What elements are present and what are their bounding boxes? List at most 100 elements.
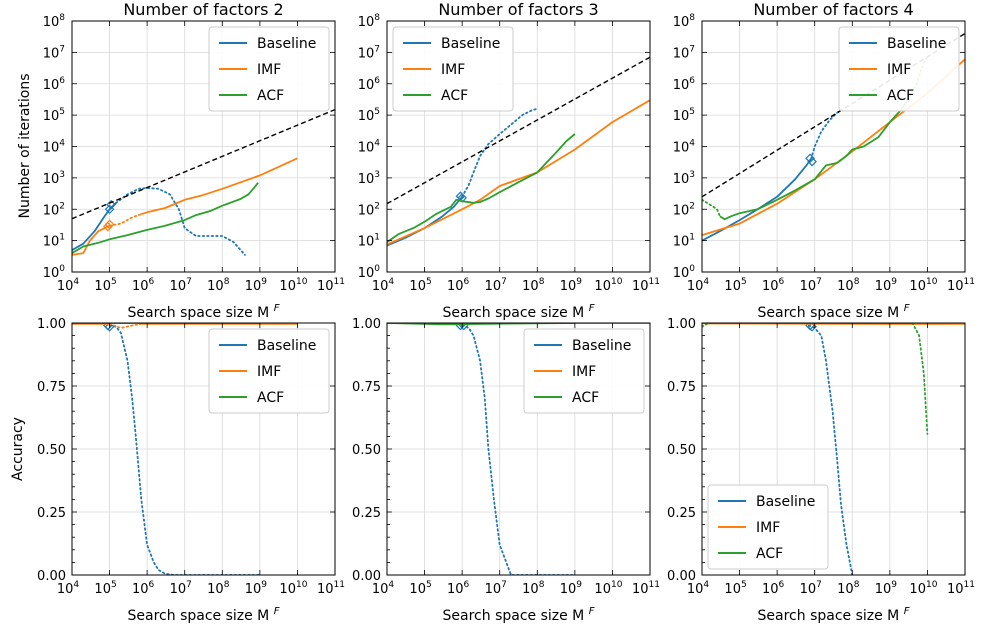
y-tick-label: 102 <box>43 201 65 218</box>
x-label: Search space size M F <box>758 606 910 624</box>
legend-label-acf: ACF <box>887 88 914 104</box>
y-tick-label: 1.00 <box>37 317 66 332</box>
y-tick-label: 0.25 <box>352 506 381 521</box>
x-label-sup: F <box>274 303 280 314</box>
y-tick-label: 108 <box>43 13 66 30</box>
legend-label-imf: IMF <box>257 364 281 380</box>
legend-label-baseline: Baseline <box>756 494 815 510</box>
x-label: Search space size M F <box>758 303 910 321</box>
baseline-marker <box>805 153 815 164</box>
y-tick-label: 105 <box>358 107 380 124</box>
y-tick-label: 0.50 <box>667 443 696 458</box>
legend-label-acf: ACF <box>257 390 284 406</box>
baseline-dotted-line <box>108 186 246 256</box>
ticks <box>71 20 336 273</box>
baseline-line <box>702 158 812 242</box>
y-tick-label: 0.75 <box>352 380 381 395</box>
x-tick-label: 107 <box>170 580 192 597</box>
ticks <box>71 322 336 576</box>
baseline-dotted-line <box>461 107 539 198</box>
legend-label-acf: ACF <box>756 546 783 562</box>
baseline-marker <box>807 156 817 167</box>
x-tick-label: 108 <box>207 580 230 597</box>
x-label-main: Search space size M <box>128 305 274 321</box>
y-tick-label: 102 <box>673 201 695 218</box>
acf-line <box>72 182 259 254</box>
x-tick-label: 107 <box>170 277 192 294</box>
x-label: Search space size M F <box>443 606 595 624</box>
x-label-main: Search space size M <box>758 305 904 321</box>
y-tick-label: 0.50 <box>37 443 66 458</box>
ticks <box>386 20 651 273</box>
x-label-sup: F <box>904 606 910 617</box>
panel-6: 104 105 106 107 108 109 1010 1011 0.00 0.25 0.50 0.… <box>667 317 975 624</box>
x-tick-label: 104 <box>57 580 80 597</box>
x-tick-label: 1010 <box>594 580 622 597</box>
legend-box <box>523 328 645 414</box>
x-tick-label: 106 <box>447 580 470 597</box>
legend-label-baseline: Baseline <box>257 36 316 52</box>
panel-2: 104 105 106 107 108 109 1010 1011 100 101 102 103 10… <box>358 0 660 321</box>
panel-1: 104 105 106 107 108 109 1010 1011 100 101 102 103 10… <box>43 0 345 321</box>
y-tick-label: 101 <box>43 233 65 250</box>
x-tick-label: 108 <box>837 277 860 294</box>
imf-marker <box>104 219 115 230</box>
x-tick-label: 109 <box>875 580 898 597</box>
legend-box <box>838 26 960 112</box>
legend: Baseline IMF ACF <box>838 26 960 112</box>
imf-dotted-line <box>108 323 143 329</box>
x-tick-label: 105 <box>409 580 431 597</box>
x-tick-label: 106 <box>132 277 155 294</box>
y-tick-label: 106 <box>673 76 696 93</box>
x-tick-label: 108 <box>522 580 545 597</box>
y-tick-label: 107 <box>358 44 380 61</box>
x-tick-label: 106 <box>762 580 785 597</box>
x-tick-label: 104 <box>372 277 395 294</box>
x-tick-label: 1010 <box>909 277 937 294</box>
imf-line <box>141 157 298 215</box>
x-tick-label: 104 <box>372 580 395 597</box>
x-tick-label: 108 <box>522 277 545 294</box>
ticks <box>701 20 966 273</box>
x-tick-label: 109 <box>875 277 898 294</box>
plot-area <box>387 56 650 247</box>
x-tick-label: 106 <box>762 277 785 294</box>
plot-area <box>72 323 298 575</box>
legend: Baseline IMF ACF <box>208 26 330 112</box>
y-tick-label: 103 <box>43 170 65 187</box>
x-tick-label: 105 <box>94 277 116 294</box>
x-tick-label: 1010 <box>909 580 937 597</box>
x-label-sup: F <box>589 606 595 617</box>
y-tick-label: 104 <box>43 139 66 156</box>
y-tick-label: 0.00 <box>667 569 696 584</box>
x-tick-label: 1011 <box>632 580 660 597</box>
imf-line <box>387 99 650 246</box>
ticks <box>701 322 966 576</box>
baseline-dotted-line <box>108 324 261 575</box>
y-tick-label: 107 <box>673 44 695 61</box>
y-tick-label: 100 <box>358 264 381 281</box>
legend-box <box>392 26 514 112</box>
panel-title: Number of factors 3 <box>438 0 598 19</box>
x-tick-label: 1011 <box>317 580 345 597</box>
panel-title: Number of factors 2 <box>123 0 283 19</box>
y-label-bottom: Accuracy <box>10 417 26 481</box>
y-tick-label: 108 <box>673 13 696 30</box>
baseline-dotted-line <box>461 324 576 575</box>
legend-label-acf: ACF <box>441 88 468 104</box>
x-tick-label: 104 <box>57 277 80 294</box>
x-label: Search space size M F <box>443 303 595 321</box>
panel-5: 104 105 106 107 108 109 1010 1011 0.00 0.25 0.50 0.… <box>352 317 660 624</box>
x-tick-label: 109 <box>245 580 268 597</box>
y-tick-label: 107 <box>43 44 65 61</box>
x-tick-label: 107 <box>485 277 507 294</box>
legend: Baseline IMF ACF <box>392 26 514 112</box>
legend-label-baseline: Baseline <box>257 338 316 354</box>
bound-line <box>72 108 335 220</box>
x-tick-label: 1010 <box>279 277 307 294</box>
x-label: Search space size M F <box>128 303 280 321</box>
legend-box <box>707 484 829 570</box>
acf-dotted-line <box>702 198 721 218</box>
y-tick-label: 104 <box>673 139 696 156</box>
y-tick-label: 103 <box>673 170 695 187</box>
